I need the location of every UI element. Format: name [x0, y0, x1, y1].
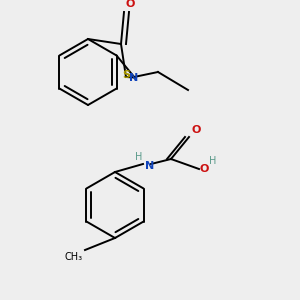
Text: N: N: [129, 73, 138, 83]
Text: O: O: [191, 125, 200, 135]
Text: N: N: [145, 161, 154, 171]
Text: S: S: [123, 70, 130, 80]
Text: O: O: [126, 0, 135, 9]
Text: CH₃: CH₃: [65, 252, 83, 262]
Text: H: H: [209, 156, 217, 166]
Text: H: H: [135, 152, 143, 162]
Text: O: O: [200, 164, 209, 174]
